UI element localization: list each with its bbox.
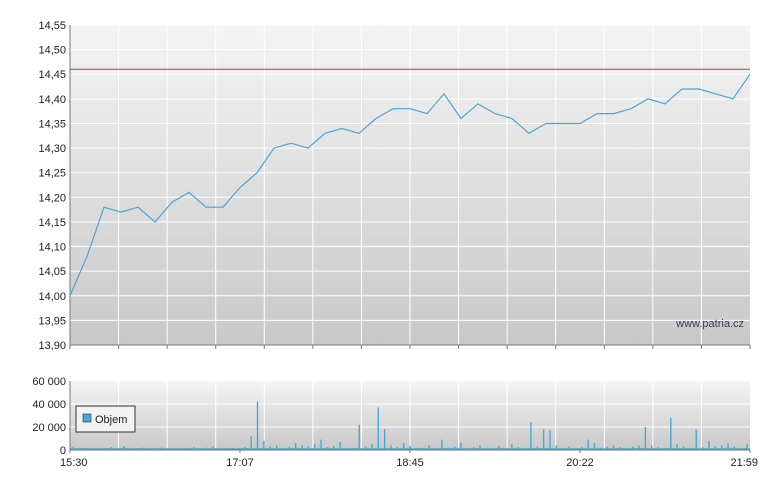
volume-bar [263,440,265,450]
volume-bar [479,445,481,450]
price-y-tick-label: 14,45 [38,69,66,81]
volume-bar [511,444,513,450]
price-y-tick-label: 14,15 [38,217,66,229]
price-y-tick-label: 14,00 [38,291,66,303]
price-y-tick-label: 13,95 [38,315,66,327]
price-y-tick-label: 13,90 [38,340,66,352]
price-y-tick-label: 14,05 [38,266,66,278]
volume-bar [530,422,532,450]
volume-y-tick-label: 40 000 [32,399,66,411]
volume-bar [720,445,723,450]
price-y-tick-label: 14,50 [38,45,66,57]
volume-x-tick-label: 20:22 [566,457,594,469]
volume-bar [651,445,653,450]
volume-bar [644,427,647,450]
volume-bar [555,445,558,450]
volume-panel: 0 20 000 40 000 60 000 15:30 17:07 18:45 20:22… [32,376,758,469]
volume-bar [612,445,615,450]
volume-bar [638,445,640,450]
volume-bar [314,444,316,450]
price-series-line [69,73,751,297]
price-y-tick-label: 14,25 [38,168,66,180]
price-y-tick-label: 14,30 [38,143,66,155]
volume-bar [727,443,729,450]
volume-bar [542,429,545,450]
volume-bar [670,417,672,450]
volume-bar [123,445,125,450]
volume-bar [320,439,322,450]
volume-bar [441,439,443,450]
volume-bar [294,443,297,450]
volume-bar [301,445,303,450]
volume-bars [70,401,750,450]
volume-bar [409,445,411,450]
price-y-axis: 13,90 13,95 14,00 14,05 14,10 14,15 14,20 14,25… [38,20,751,352]
volume-bar [676,444,678,450]
watermark-text: www.patria.cz [675,318,744,330]
price-grid [70,24,750,346]
price-panel: 13,90 13,95 14,00 14,05 14,10 14,15 14,20 14,25… [38,20,751,352]
volume-y-tick-label: 0 [60,445,66,457]
volume-bar [695,429,697,450]
volume-bar [339,441,341,450]
volume-bar [250,436,252,450]
legend-swatch [82,413,92,423]
volume-bar [708,440,710,450]
volume-bar [460,443,462,450]
volume-bar [371,444,373,450]
volume-y-tick-label: 20 000 [32,422,66,434]
volume-bar [256,401,259,450]
volume-y-tick-label: 60 000 [32,376,66,388]
volume-x-tick-label: 15:30 [60,457,88,469]
volume-x-axis: 15:30 17:07 18:45 20:22 21:59 [60,450,758,469]
price-y-tick-label: 14,10 [38,242,66,254]
volume-bar [428,444,430,450]
volume-bar [358,424,360,450]
volume-bar [549,430,551,450]
volume-x-tick-label: 21:59 [730,457,758,469]
volume-bar [587,439,589,450]
volume-bar [333,445,335,450]
volume-legend: Objem [75,405,136,433]
volume-bar [746,444,748,450]
volume-bar [498,445,500,450]
volume-bar [593,443,596,450]
volume-bar [390,445,392,450]
volume-bar [383,429,386,450]
price-y-tick-label: 14,35 [38,118,66,130]
volume-x-tick-label: 17:07 [226,457,254,469]
legend-label: Objem [95,414,127,426]
volume-x-tick-label: 18:45 [396,457,424,469]
volume-bar [403,443,405,450]
volume-y-axis: 0 20 000 40 000 60 000 [32,376,71,457]
price-y-tick-label: 14,40 [38,94,66,106]
volume-bar [275,445,278,450]
price-y-tick-label: 14,55 [38,20,66,32]
price-y-tick-label: 14,20 [38,192,66,204]
volume-bar [377,407,380,450]
